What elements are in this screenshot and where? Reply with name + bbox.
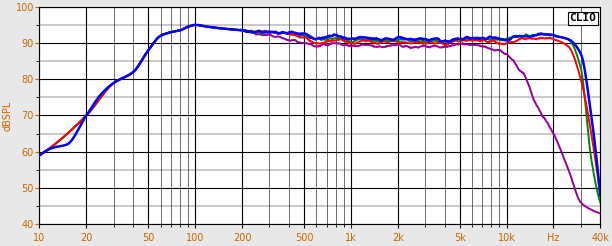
Text: CLIO: CLIO: [569, 13, 596, 23]
Y-axis label: dBSPL: dBSPL: [3, 100, 13, 131]
